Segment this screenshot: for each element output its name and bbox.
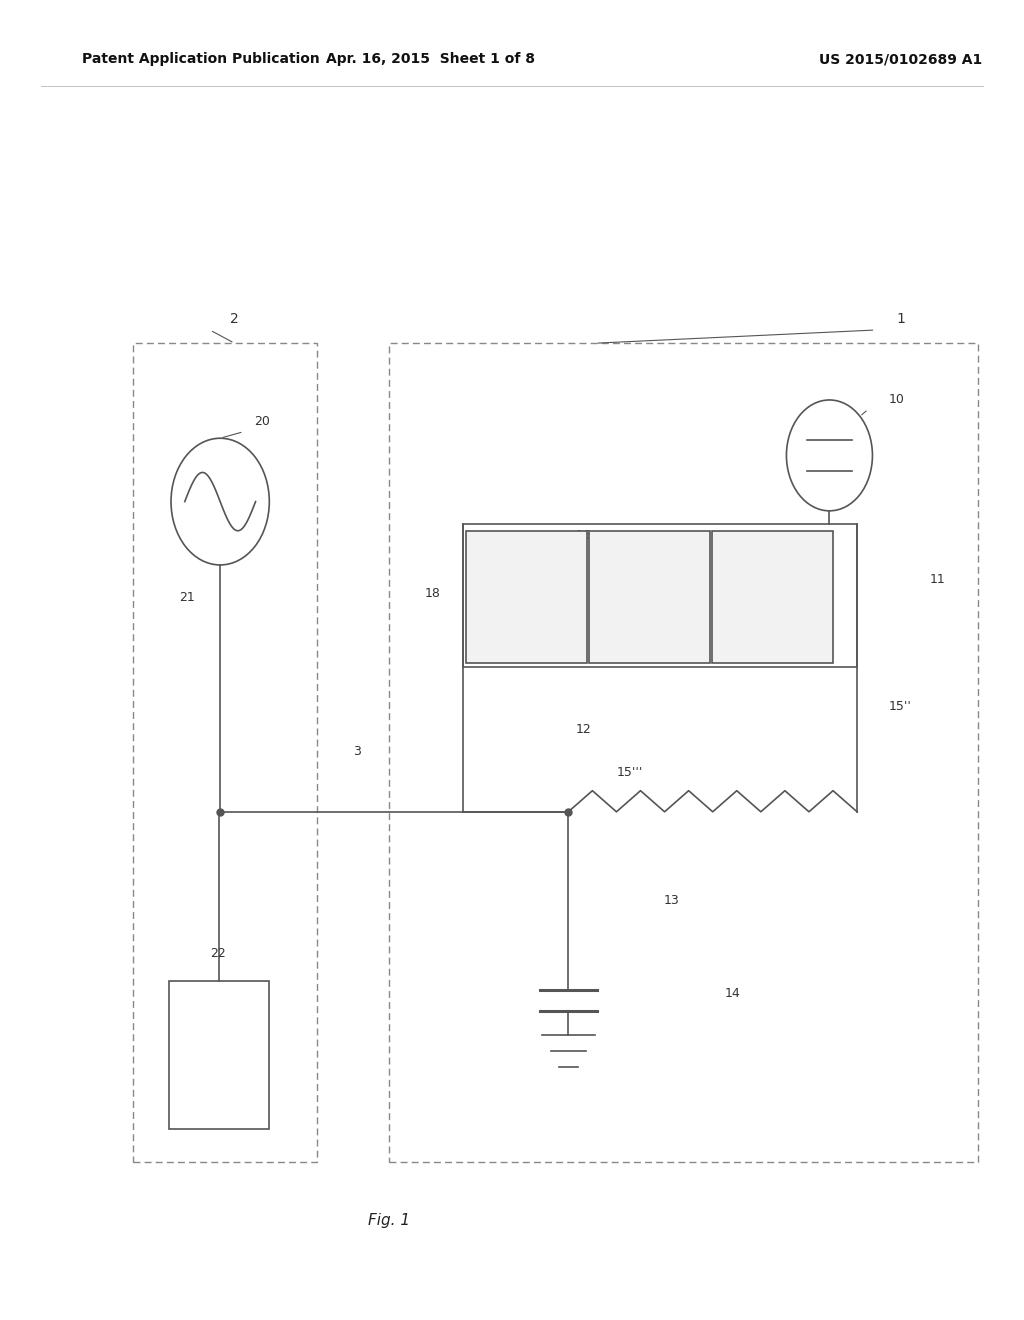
Text: 17': 17' [518, 591, 535, 602]
Text: 11: 11 [930, 573, 945, 586]
Text: 12: 12 [575, 722, 591, 735]
Text: 15'': 15'' [889, 700, 911, 713]
Text: Apr. 16, 2015  Sheet 1 of 8: Apr. 16, 2015 Sheet 1 of 8 [326, 53, 535, 66]
Text: 20: 20 [254, 414, 270, 428]
Text: 15''': 15''' [616, 766, 643, 779]
Text: 10: 10 [889, 392, 905, 405]
Text: Patent Application Publication: Patent Application Publication [82, 53, 319, 66]
Text: 13: 13 [664, 894, 679, 907]
Text: 17'': 17'' [639, 591, 659, 602]
FancyBboxPatch shape [589, 531, 710, 663]
Text: 3: 3 [353, 744, 361, 758]
Text: 16: 16 [575, 528, 591, 541]
Text: 14: 14 [725, 986, 740, 999]
Text: 21: 21 [179, 590, 195, 603]
FancyBboxPatch shape [712, 531, 833, 663]
Text: 2: 2 [230, 313, 240, 326]
Text: 22: 22 [210, 946, 225, 960]
Text: Fig. 1: Fig. 1 [368, 1213, 411, 1228]
Text: 18: 18 [425, 586, 441, 599]
Text: 1: 1 [896, 313, 905, 326]
Text: US 2015/0102689 A1: US 2015/0102689 A1 [819, 53, 983, 66]
Text: 17''': 17''' [761, 591, 783, 602]
FancyBboxPatch shape [466, 531, 587, 663]
